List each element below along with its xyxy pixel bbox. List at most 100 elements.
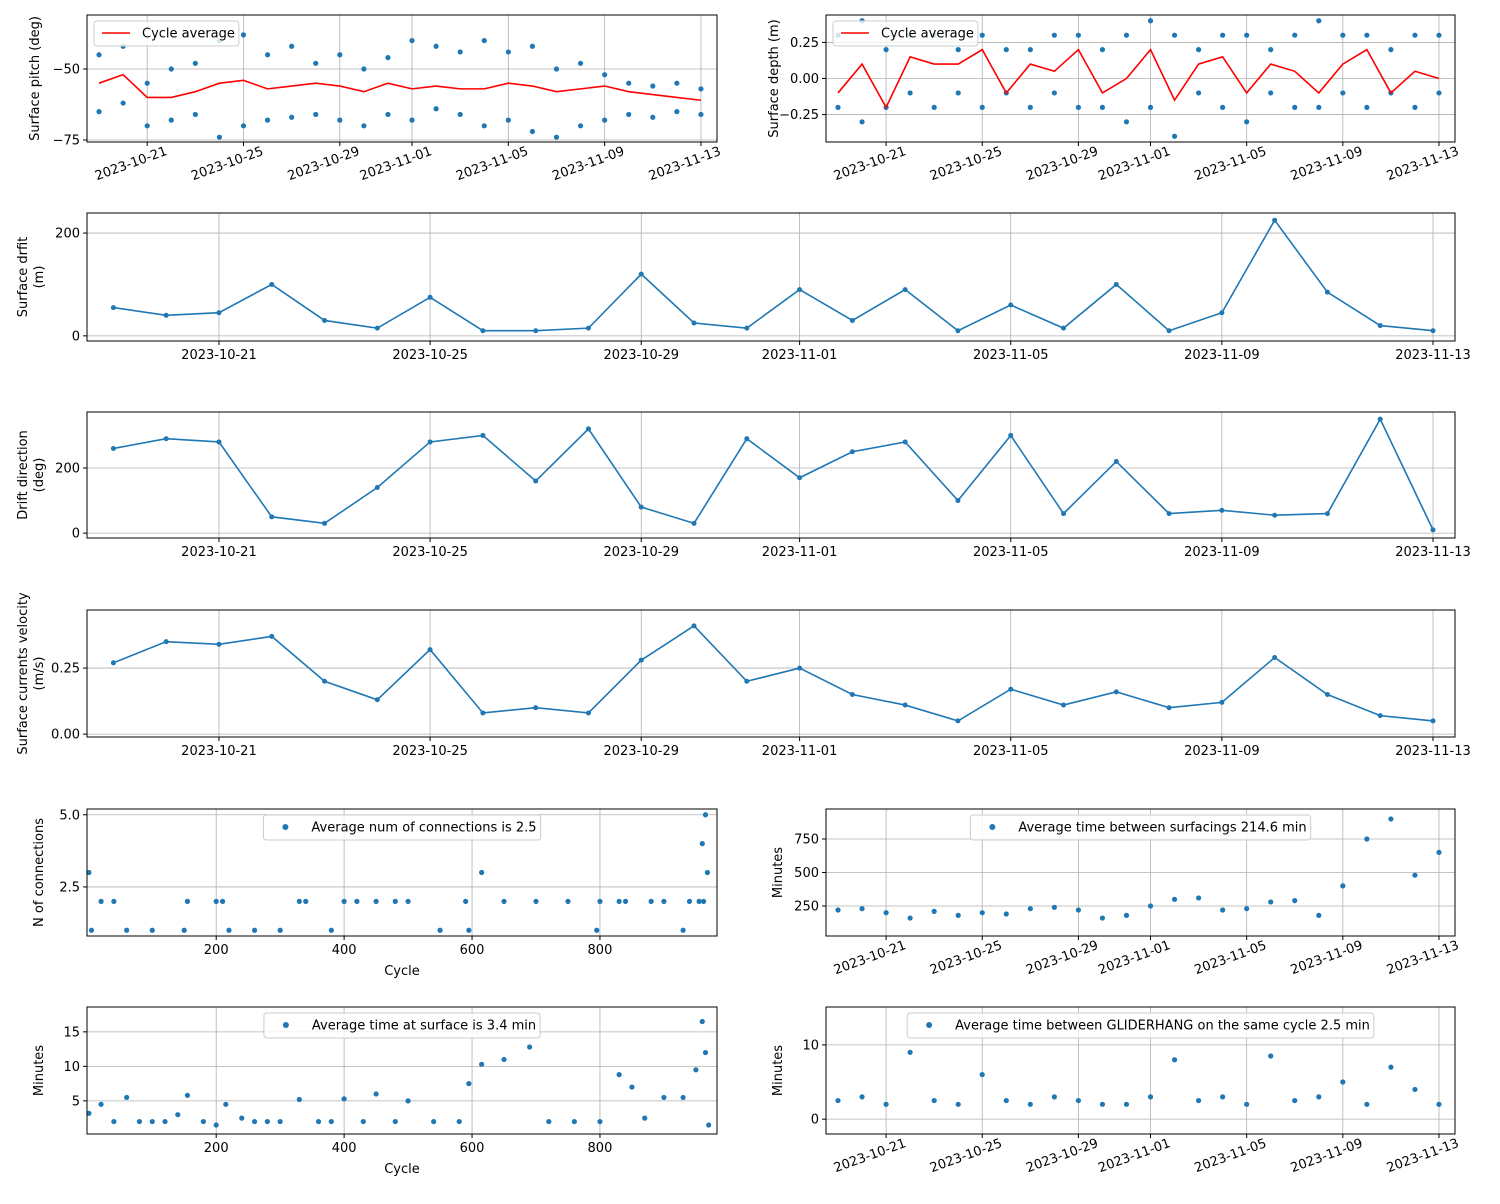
legend-label: Average time between GLIDERHANG on the s…	[955, 1019, 1370, 1034]
legend-label: Cycle average	[881, 27, 974, 42]
x-tick-label: 2023-11-01	[762, 744, 838, 759]
point	[529, 128, 536, 135]
point	[638, 271, 644, 277]
y-tick-label: 0	[72, 329, 80, 344]
y-tick-label: 0.25	[51, 662, 80, 677]
point	[629, 1084, 635, 1090]
point	[1340, 883, 1346, 889]
x-tick-label: 2023-10-29	[1024, 144, 1100, 184]
point	[931, 1097, 937, 1104]
point	[374, 697, 380, 703]
point	[594, 927, 600, 933]
legend-label: Average num of connections is 2.5	[311, 821, 536, 836]
point	[553, 134, 560, 140]
point	[1195, 895, 1202, 901]
point	[883, 910, 889, 916]
point	[1412, 32, 1418, 38]
point	[1147, 903, 1154, 909]
point	[184, 1092, 191, 1098]
x-tick-label: 2023-10-29	[603, 744, 679, 759]
point	[466, 927, 472, 933]
point	[213, 898, 219, 904]
point	[264, 52, 271, 58]
y-tick-label: 500	[794, 866, 819, 881]
x-tick-label: 600	[460, 1141, 485, 1156]
point	[1051, 32, 1057, 38]
point	[264, 1118, 270, 1125]
point	[1195, 47, 1202, 53]
x-tick-label: 2023-10-25	[928, 938, 1004, 978]
point	[501, 1056, 507, 1063]
y-tick-label: 200	[55, 227, 80, 242]
point	[1412, 1086, 1418, 1093]
point	[216, 641, 222, 647]
x-tick-label: 2023-10-29	[603, 545, 679, 560]
x-tick-label: 2023-10-21	[832, 1136, 908, 1176]
point	[481, 37, 487, 44]
point	[1147, 18, 1154, 24]
point	[577, 60, 584, 66]
point	[1061, 702, 1067, 708]
point	[680, 1094, 686, 1101]
point	[955, 718, 961, 724]
point	[533, 328, 539, 334]
subplot: 2023-10-21 2023-10-25 2023-10-292023-11-01…	[28, 14, 723, 184]
point	[622, 898, 629, 904]
point	[392, 898, 398, 904]
point	[1008, 302, 1014, 308]
point	[797, 475, 803, 481]
legend-swatch	[282, 1022, 289, 1028]
point	[322, 317, 328, 323]
point	[1244, 906, 1250, 912]
point	[456, 1118, 462, 1125]
point	[1364, 32, 1370, 38]
point	[337, 117, 343, 123]
x-tick-label: 2023-11-09	[1184, 744, 1260, 759]
point	[1219, 310, 1225, 316]
point	[1171, 896, 1178, 902]
point	[251, 1118, 258, 1125]
point	[385, 55, 391, 61]
point	[120, 100, 126, 106]
point	[1061, 325, 1067, 331]
point	[111, 1118, 117, 1125]
x-tick-label: 2023-10-21	[181, 545, 257, 560]
point	[1436, 32, 1442, 38]
legend-box	[969, 814, 1312, 841]
point	[529, 43, 536, 49]
point	[1268, 90, 1274, 96]
point	[505, 117, 511, 123]
point	[1166, 511, 1172, 517]
point	[110, 660, 116, 666]
point	[110, 305, 116, 311]
point	[902, 702, 908, 708]
point	[1377, 713, 1383, 719]
point	[1099, 104, 1106, 110]
point	[1008, 686, 1014, 692]
point	[1364, 1101, 1370, 1107]
x-tick-label: 2023-11-01	[1096, 1136, 1172, 1176]
point	[303, 898, 309, 904]
point	[149, 1118, 155, 1125]
point	[565, 898, 571, 904]
x-tick-label: 2023-11-09	[1289, 938, 1365, 978]
point	[1430, 527, 1436, 533]
point	[192, 111, 198, 118]
point	[479, 869, 485, 876]
point	[226, 927, 232, 933]
point	[1003, 47, 1009, 53]
x-tick-label: 2023-10-29	[1024, 1136, 1100, 1176]
point	[269, 633, 275, 639]
point	[859, 119, 865, 125]
point	[648, 898, 654, 904]
point	[239, 1115, 245, 1121]
legend: Average num of connections is 2.5	[262, 814, 542, 841]
point	[1292, 898, 1298, 904]
line	[113, 417, 1434, 531]
point	[1272, 512, 1278, 518]
point	[533, 478, 539, 484]
point	[1075, 104, 1082, 110]
y-tick-label: 0	[72, 527, 80, 542]
y-tick-label: −75	[53, 134, 80, 149]
x-tick-label: 2023-10-21	[181, 744, 257, 759]
